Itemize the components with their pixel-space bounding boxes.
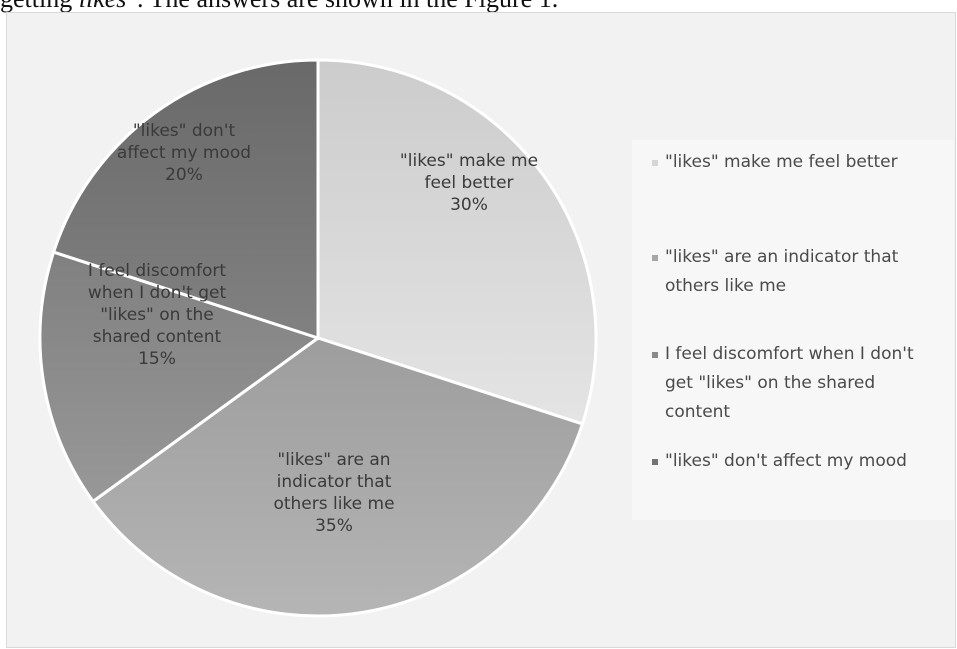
- legend-label-3: I feel discomfort when I don't get "likes…: [665, 344, 914, 422]
- caption-suffix: ". The answers are shown in the Figure 1…: [126, 0, 558, 13]
- pie-slice-1: [316, 58, 598, 426]
- data-label-4: "likes" don't affect my mood 20%: [117, 121, 251, 185]
- chart-legend: "likes" make me feel better "likes" are a…: [632, 140, 954, 520]
- pie-chart: "likes" make me feel better 30% "likes" are…: [38, 58, 598, 618]
- legend-label-1: "likes" make me feel better: [665, 152, 898, 172]
- pie-slice-4: [51, 58, 320, 341]
- legend-label-2: "likes" are an indicator that others like…: [665, 247, 899, 296]
- data-label-3: I feel discomfort when I don't get "likes"…: [88, 261, 227, 369]
- data-label-1: "likes" make me feel better 30%: [400, 151, 538, 215]
- caption-prefix: getting: [0, 0, 79, 13]
- legend-swatch-1: [652, 160, 658, 166]
- pie-slice-2: [90, 336, 585, 618]
- legend-label-4: "likes" don't affect my mood: [665, 451, 907, 471]
- legend-swatch-4: [652, 459, 658, 465]
- chart-area: "likes" make me feel better 30% "likes" are…: [6, 12, 956, 648]
- legend-swatch-3: [652, 352, 658, 358]
- caption-italic: likes: [79, 0, 127, 13]
- pie-slices: [38, 58, 598, 618]
- pie-labels: "likes" make me feel better 30% "likes" are…: [88, 121, 538, 536]
- legend-swatch-2: [652, 255, 658, 261]
- pie-slice-3: [38, 250, 322, 504]
- data-label-2: "likes" are an indicator that others like …: [273, 450, 394, 536]
- caption-text: getting likes". The answers are shown in…: [0, 0, 957, 14]
